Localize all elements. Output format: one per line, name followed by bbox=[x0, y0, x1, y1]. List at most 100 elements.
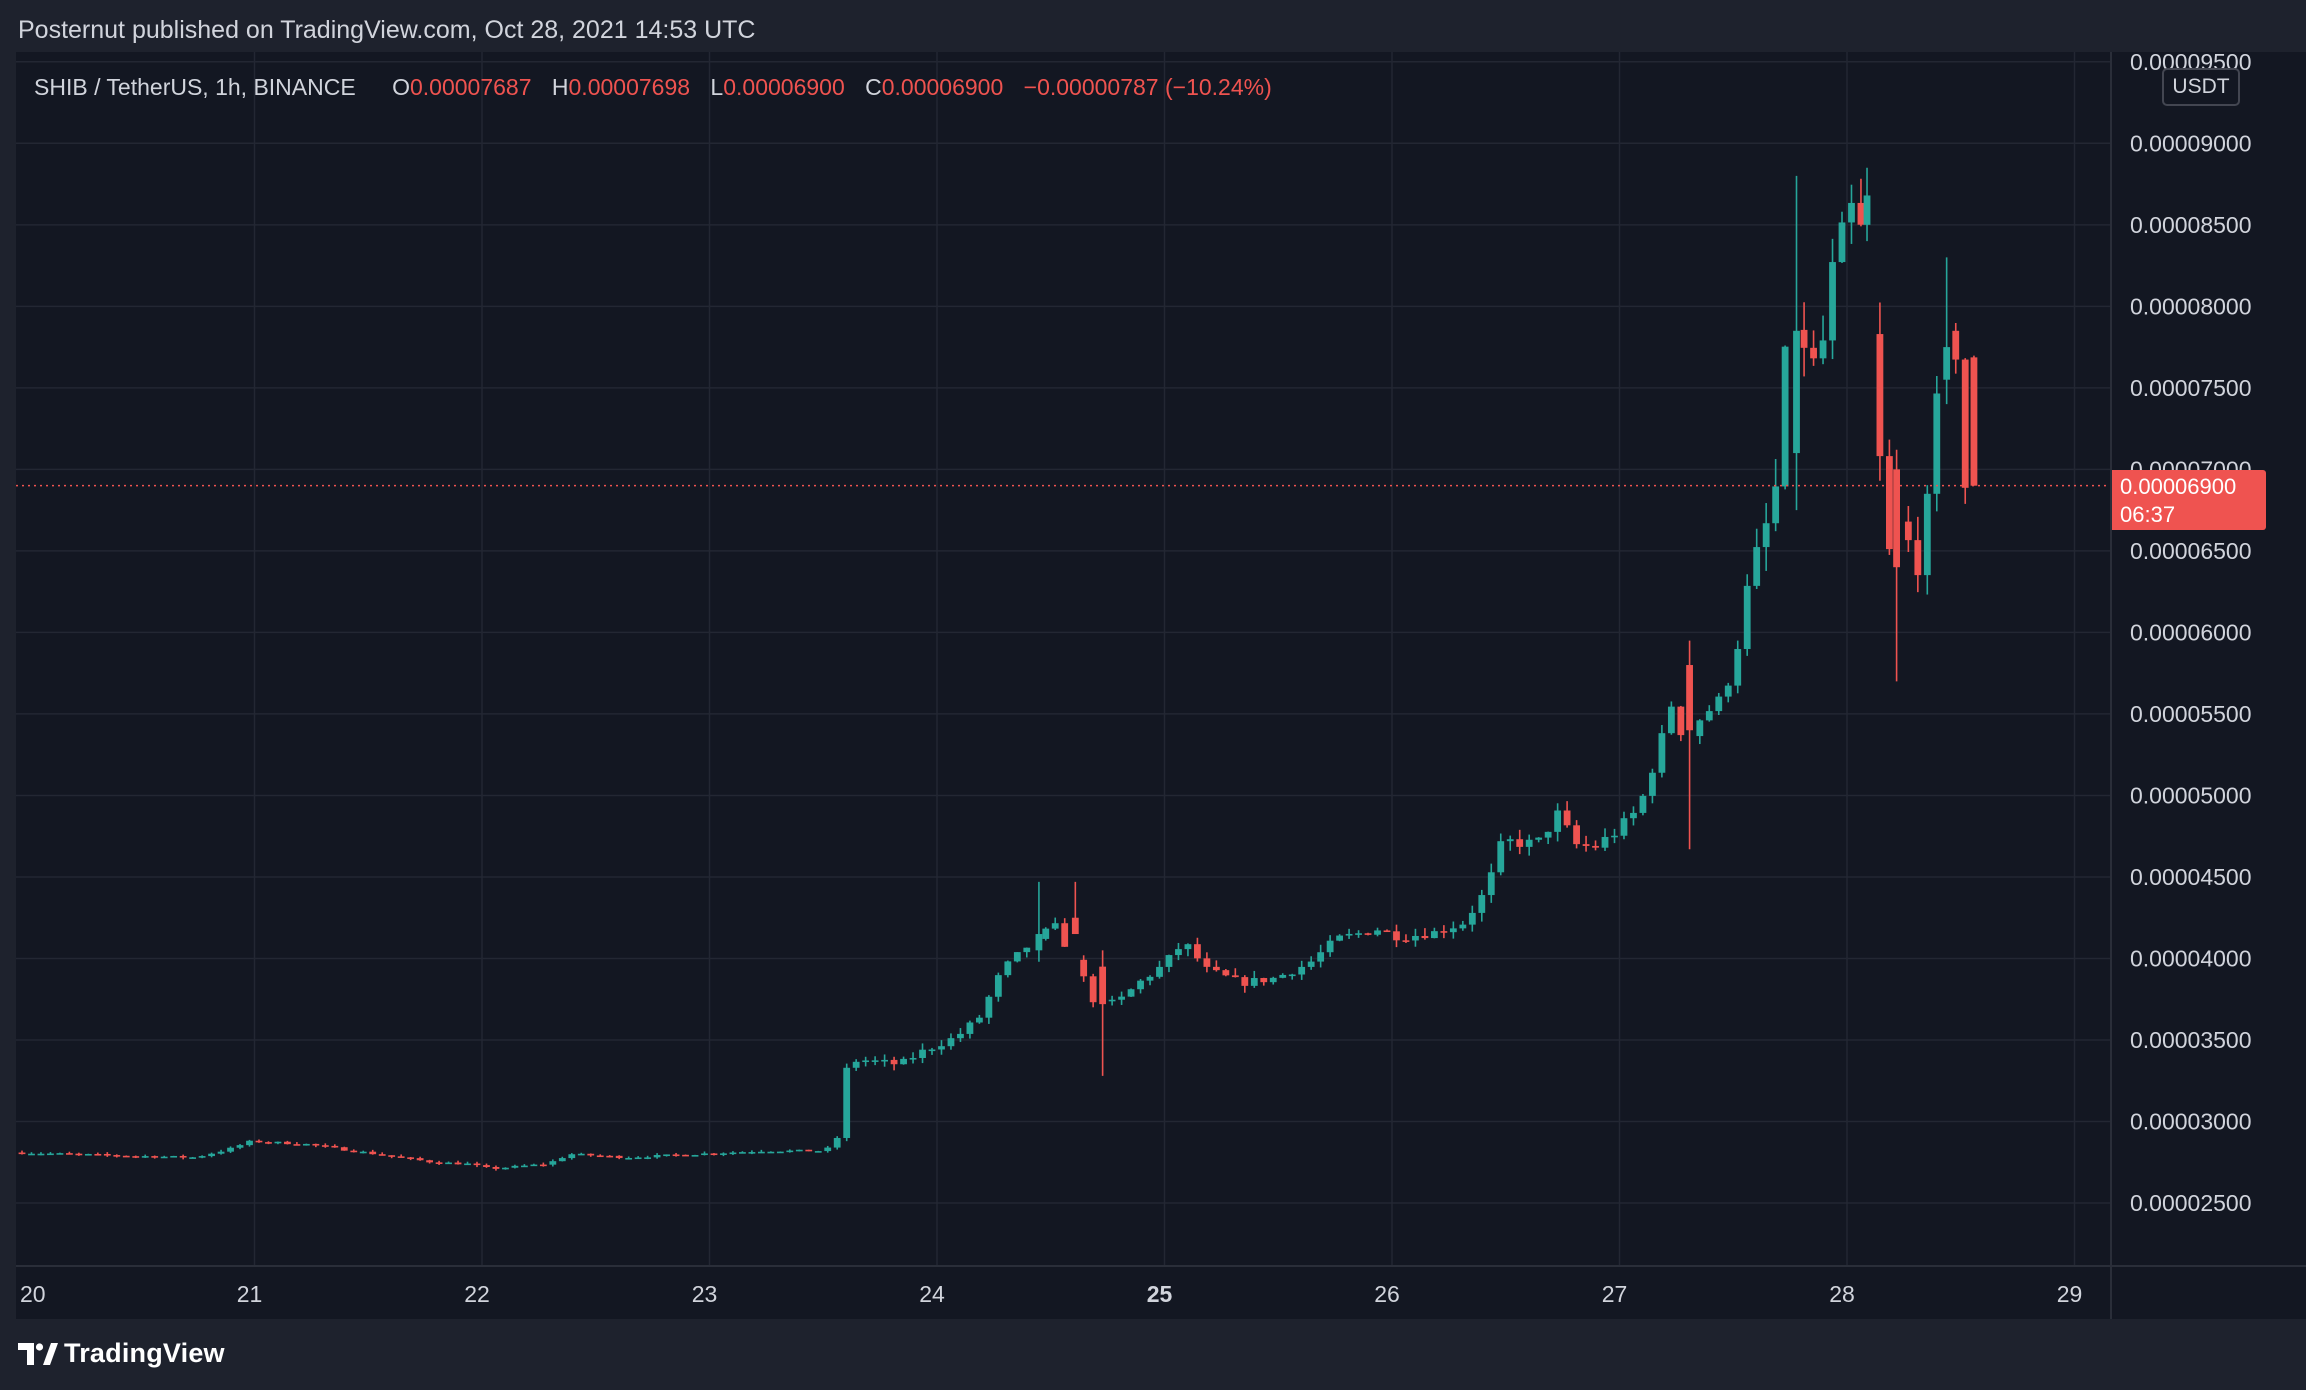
candle-down bbox=[1677, 706, 1685, 736]
time-tick-label: 28 bbox=[1829, 1281, 1855, 1307]
candle-down bbox=[321, 1145, 329, 1147]
candle-down bbox=[1970, 357, 1978, 486]
close-value: 0.00006900 bbox=[881, 74, 1004, 100]
candle-down bbox=[1222, 970, 1230, 976]
candle-down bbox=[151, 1156, 159, 1158]
price-tick-label: 0.00003500 bbox=[2130, 1027, 2252, 1053]
candle-down bbox=[293, 1144, 301, 1146]
candle-up bbox=[957, 1033, 964, 1039]
candle-down bbox=[1364, 933, 1372, 935]
candle-up bbox=[359, 1151, 367, 1154]
tradingview-logo[interactable]: TradingView bbox=[18, 1338, 225, 1369]
footer-bar bbox=[0, 1319, 2306, 1390]
price-tick-label: 0.00004000 bbox=[2130, 945, 2252, 971]
candle-down bbox=[1582, 844, 1590, 846]
candle-up bbox=[1307, 961, 1315, 967]
candle-down bbox=[1904, 521, 1912, 541]
time-tick-label: 20 bbox=[20, 1281, 46, 1307]
candle-up bbox=[1705, 711, 1713, 721]
price-tick-label: 0.00005500 bbox=[2130, 701, 2252, 727]
candle-up bbox=[236, 1145, 244, 1148]
candle-up bbox=[1658, 733, 1666, 773]
candle-down bbox=[672, 1154, 680, 1157]
candle-down bbox=[539, 1164, 547, 1167]
candle-up bbox=[767, 1151, 775, 1154]
tradingview-logo-icon bbox=[18, 1342, 58, 1365]
candle-up bbox=[1165, 955, 1173, 967]
time-scale[interactable] bbox=[16, 1265, 2110, 1321]
candle-up bbox=[1004, 961, 1012, 976]
candle-down bbox=[1800, 329, 1808, 348]
candle-up bbox=[909, 1057, 917, 1060]
candle-down bbox=[1099, 966, 1107, 1005]
candle-up bbox=[208, 1153, 215, 1157]
candle-up bbox=[1317, 952, 1325, 962]
candle-up bbox=[729, 1152, 737, 1155]
candle-up bbox=[985, 996, 993, 1018]
candle-down bbox=[94, 1153, 102, 1156]
candle-up bbox=[1023, 947, 1031, 953]
publisher-line: Posternut published on TradingView.com, … bbox=[18, 16, 756, 44]
candle-up bbox=[795, 1149, 803, 1152]
candle-down bbox=[1893, 469, 1900, 568]
chart-pane[interactable] bbox=[16, 52, 2110, 1265]
open-value: 0.00007687 bbox=[409, 74, 532, 100]
candle-down bbox=[805, 1149, 813, 1152]
candle-up bbox=[227, 1147, 234, 1152]
candle-up bbox=[1829, 262, 1836, 341]
candle-up bbox=[47, 1153, 54, 1156]
candle-up bbox=[549, 1161, 557, 1165]
candle-down bbox=[1876, 334, 1884, 457]
candle-up bbox=[189, 1157, 197, 1159]
candle-up bbox=[464, 1163, 471, 1166]
close-label: C bbox=[865, 74, 882, 100]
candle-up bbox=[653, 1155, 661, 1158]
candle-up bbox=[1013, 952, 1021, 962]
candle-up bbox=[1108, 999, 1116, 1002]
candle-up bbox=[881, 1059, 889, 1062]
candle-down bbox=[122, 1155, 130, 1158]
candle-down bbox=[75, 1153, 83, 1156]
candle-down bbox=[1260, 978, 1268, 983]
header-bar: Posternut published on TradingView.com, … bbox=[0, 0, 2306, 56]
time-tick-label: 24 bbox=[919, 1281, 945, 1307]
candle-down bbox=[1885, 456, 1893, 550]
candle-up bbox=[720, 1153, 727, 1155]
candle-up bbox=[577, 1153, 585, 1156]
time-tick-label: 23 bbox=[692, 1281, 718, 1307]
candle-up bbox=[1497, 841, 1505, 873]
price-tick-label: 0.00008500 bbox=[2130, 212, 2252, 238]
candle-up bbox=[1127, 989, 1135, 997]
candle-down bbox=[435, 1162, 443, 1164]
candle-down bbox=[1421, 935, 1429, 939]
candle-down bbox=[1563, 810, 1571, 826]
price-tick-label: 0.00007500 bbox=[2130, 375, 2252, 401]
time-tick-label: 27 bbox=[1602, 1281, 1628, 1307]
candle-up bbox=[160, 1156, 168, 1159]
candle-down bbox=[1952, 330, 1960, 360]
candle-up bbox=[274, 1141, 282, 1144]
candle-down bbox=[492, 1166, 500, 1169]
candle-down bbox=[1810, 347, 1817, 359]
candle-down bbox=[388, 1155, 396, 1157]
low-label: L bbox=[710, 74, 724, 100]
price-axis-ticks: 0.00002500 0.00003000 0.00003500 0.00004000… bbox=[2130, 49, 2252, 1216]
candle-down bbox=[312, 1143, 320, 1146]
candle-up bbox=[1734, 649, 1742, 686]
candle-down bbox=[1383, 930, 1391, 933]
candle-up bbox=[1279, 974, 1287, 978]
symbol-label[interactable]: SHIB / TetherUS, 1h, BINANCE bbox=[34, 74, 356, 100]
candle-up bbox=[1345, 933, 1353, 936]
candle-up bbox=[1468, 912, 1476, 925]
currency-button[interactable]: USDT bbox=[2162, 68, 2240, 106]
candle-down bbox=[331, 1145, 339, 1148]
candle-up bbox=[1544, 831, 1552, 838]
candle-down bbox=[1573, 825, 1580, 845]
candle-down bbox=[265, 1142, 272, 1144]
candle-up bbox=[1819, 340, 1827, 359]
candle-up bbox=[1838, 222, 1846, 263]
candle-up bbox=[1042, 928, 1050, 939]
candle-up bbox=[1772, 486, 1780, 524]
price-scale[interactable] bbox=[2110, 52, 2306, 1265]
candle-up bbox=[568, 1154, 576, 1159]
